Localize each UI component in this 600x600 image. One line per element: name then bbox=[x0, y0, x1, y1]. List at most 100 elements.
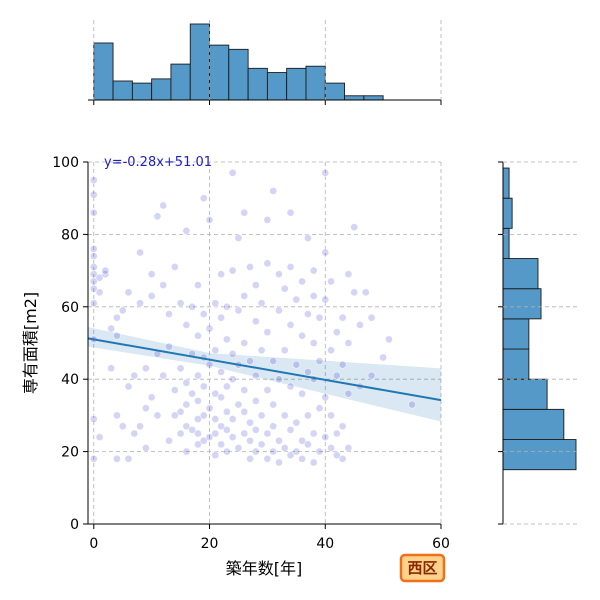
x-hist-bar bbox=[286, 67, 307, 101]
scatter-point bbox=[321, 433, 330, 442]
scatter-point bbox=[344, 389, 353, 398]
scatter-point bbox=[275, 436, 283, 445]
scatter-point bbox=[304, 234, 312, 242]
scatter-point bbox=[159, 371, 168, 380]
scatter-point bbox=[292, 418, 301, 427]
scatter-point bbox=[211, 429, 220, 438]
scatter-point bbox=[176, 364, 185, 373]
scatter-point bbox=[309, 429, 318, 438]
scatter-point bbox=[304, 368, 312, 376]
scatter-point bbox=[315, 447, 324, 456]
x-hist-bar bbox=[324, 82, 345, 101]
scatter-point bbox=[379, 353, 388, 362]
y-hist-bar bbox=[502, 227, 510, 259]
scatter-point bbox=[298, 454, 307, 463]
scatter-point bbox=[188, 425, 197, 434]
scatter-point bbox=[194, 371, 202, 380]
scatter-point bbox=[275, 375, 283, 384]
scatter-point bbox=[205, 216, 214, 224]
scatter-point bbox=[124, 382, 133, 391]
regression-line-group bbox=[87, 337, 442, 402]
scatter-point bbox=[298, 331, 307, 340]
scatter-point bbox=[228, 266, 237, 275]
scatter-point bbox=[182, 226, 191, 235]
scatter-point bbox=[298, 389, 307, 398]
scatter-point bbox=[113, 411, 121, 420]
scatter-point bbox=[367, 313, 376, 322]
scatter-point bbox=[338, 422, 347, 431]
x-hist-bar bbox=[189, 23, 210, 101]
scatter-point bbox=[246, 418, 254, 427]
y-tick-label: 0 bbox=[70, 517, 79, 533]
scatter-point bbox=[89, 190, 98, 199]
y-tick-label: 80 bbox=[61, 227, 79, 243]
scatter-point bbox=[118, 422, 127, 431]
scatter-point bbox=[269, 447, 278, 456]
y-hist-bar bbox=[502, 167, 510, 199]
scatter-point bbox=[205, 433, 214, 442]
scatter-point bbox=[89, 263, 98, 271]
scatter-point bbox=[89, 252, 98, 261]
scatter-point bbox=[338, 360, 347, 369]
scatter-point bbox=[269, 357, 278, 365]
scatter-point bbox=[234, 234, 243, 242]
scatter-point bbox=[251, 397, 260, 405]
scatter-point bbox=[113, 331, 121, 340]
x-hist-bar bbox=[305, 65, 326, 101]
scatter-point bbox=[309, 458, 318, 467]
scatter-point bbox=[315, 404, 324, 413]
scatter-point bbox=[199, 194, 208, 203]
scatter-point bbox=[176, 407, 185, 416]
scatter-point bbox=[338, 454, 347, 463]
scatter-point bbox=[165, 436, 173, 445]
scatter-point bbox=[251, 447, 260, 456]
right-marginal-histogram bbox=[498, 161, 580, 525]
scatter-point bbox=[113, 454, 121, 463]
scatter-point bbox=[113, 313, 121, 322]
confidence-band bbox=[88, 327, 441, 422]
scatter-point bbox=[205, 404, 214, 413]
scatter-point bbox=[217, 313, 225, 322]
regression-line bbox=[87, 337, 442, 402]
scatter-point bbox=[234, 306, 243, 315]
scatter-point bbox=[153, 212, 162, 221]
scatter-point bbox=[280, 411, 289, 420]
scatter-point bbox=[107, 364, 116, 373]
scatter-point bbox=[332, 371, 341, 380]
scatter-point bbox=[327, 444, 335, 452]
scatter-point bbox=[199, 436, 208, 445]
scatter-point bbox=[408, 400, 416, 409]
scatter-point bbox=[280, 346, 289, 355]
scatter-point bbox=[246, 357, 254, 365]
scatter-point bbox=[257, 299, 266, 308]
scatter-point bbox=[240, 429, 249, 438]
scatter-point bbox=[269, 187, 278, 195]
scatter-point bbox=[269, 422, 278, 431]
scatter-point bbox=[228, 415, 237, 423]
x-hist-bar bbox=[266, 72, 288, 101]
x-axis-label: 築年数[年] bbox=[226, 559, 303, 578]
scatter-point bbox=[130, 371, 139, 380]
scatter-point bbox=[263, 216, 272, 224]
scatter-point bbox=[228, 375, 237, 384]
scatter-point bbox=[141, 404, 150, 413]
scatter-point bbox=[188, 302, 197, 311]
scatter-point bbox=[246, 263, 254, 271]
scatter-point bbox=[89, 244, 98, 253]
x-hist-bar bbox=[112, 80, 133, 101]
scatter-point bbox=[275, 458, 283, 467]
scatter-point bbox=[263, 259, 272, 268]
scatter-point bbox=[159, 201, 168, 210]
scatter-point bbox=[170, 386, 179, 394]
confidence-band-area bbox=[88, 327, 441, 422]
scatter-point bbox=[309, 266, 318, 275]
scatter-point bbox=[275, 270, 283, 279]
scatter-point bbox=[194, 331, 202, 340]
scatter-point bbox=[205, 360, 214, 369]
scatter-point bbox=[332, 328, 341, 337]
scatter-point bbox=[251, 425, 260, 434]
x-hist-bar bbox=[151, 78, 172, 101]
x-tick-label: 20 bbox=[201, 536, 219, 552]
x-tick-label: 60 bbox=[432, 536, 450, 552]
scatter-point bbox=[222, 302, 231, 311]
